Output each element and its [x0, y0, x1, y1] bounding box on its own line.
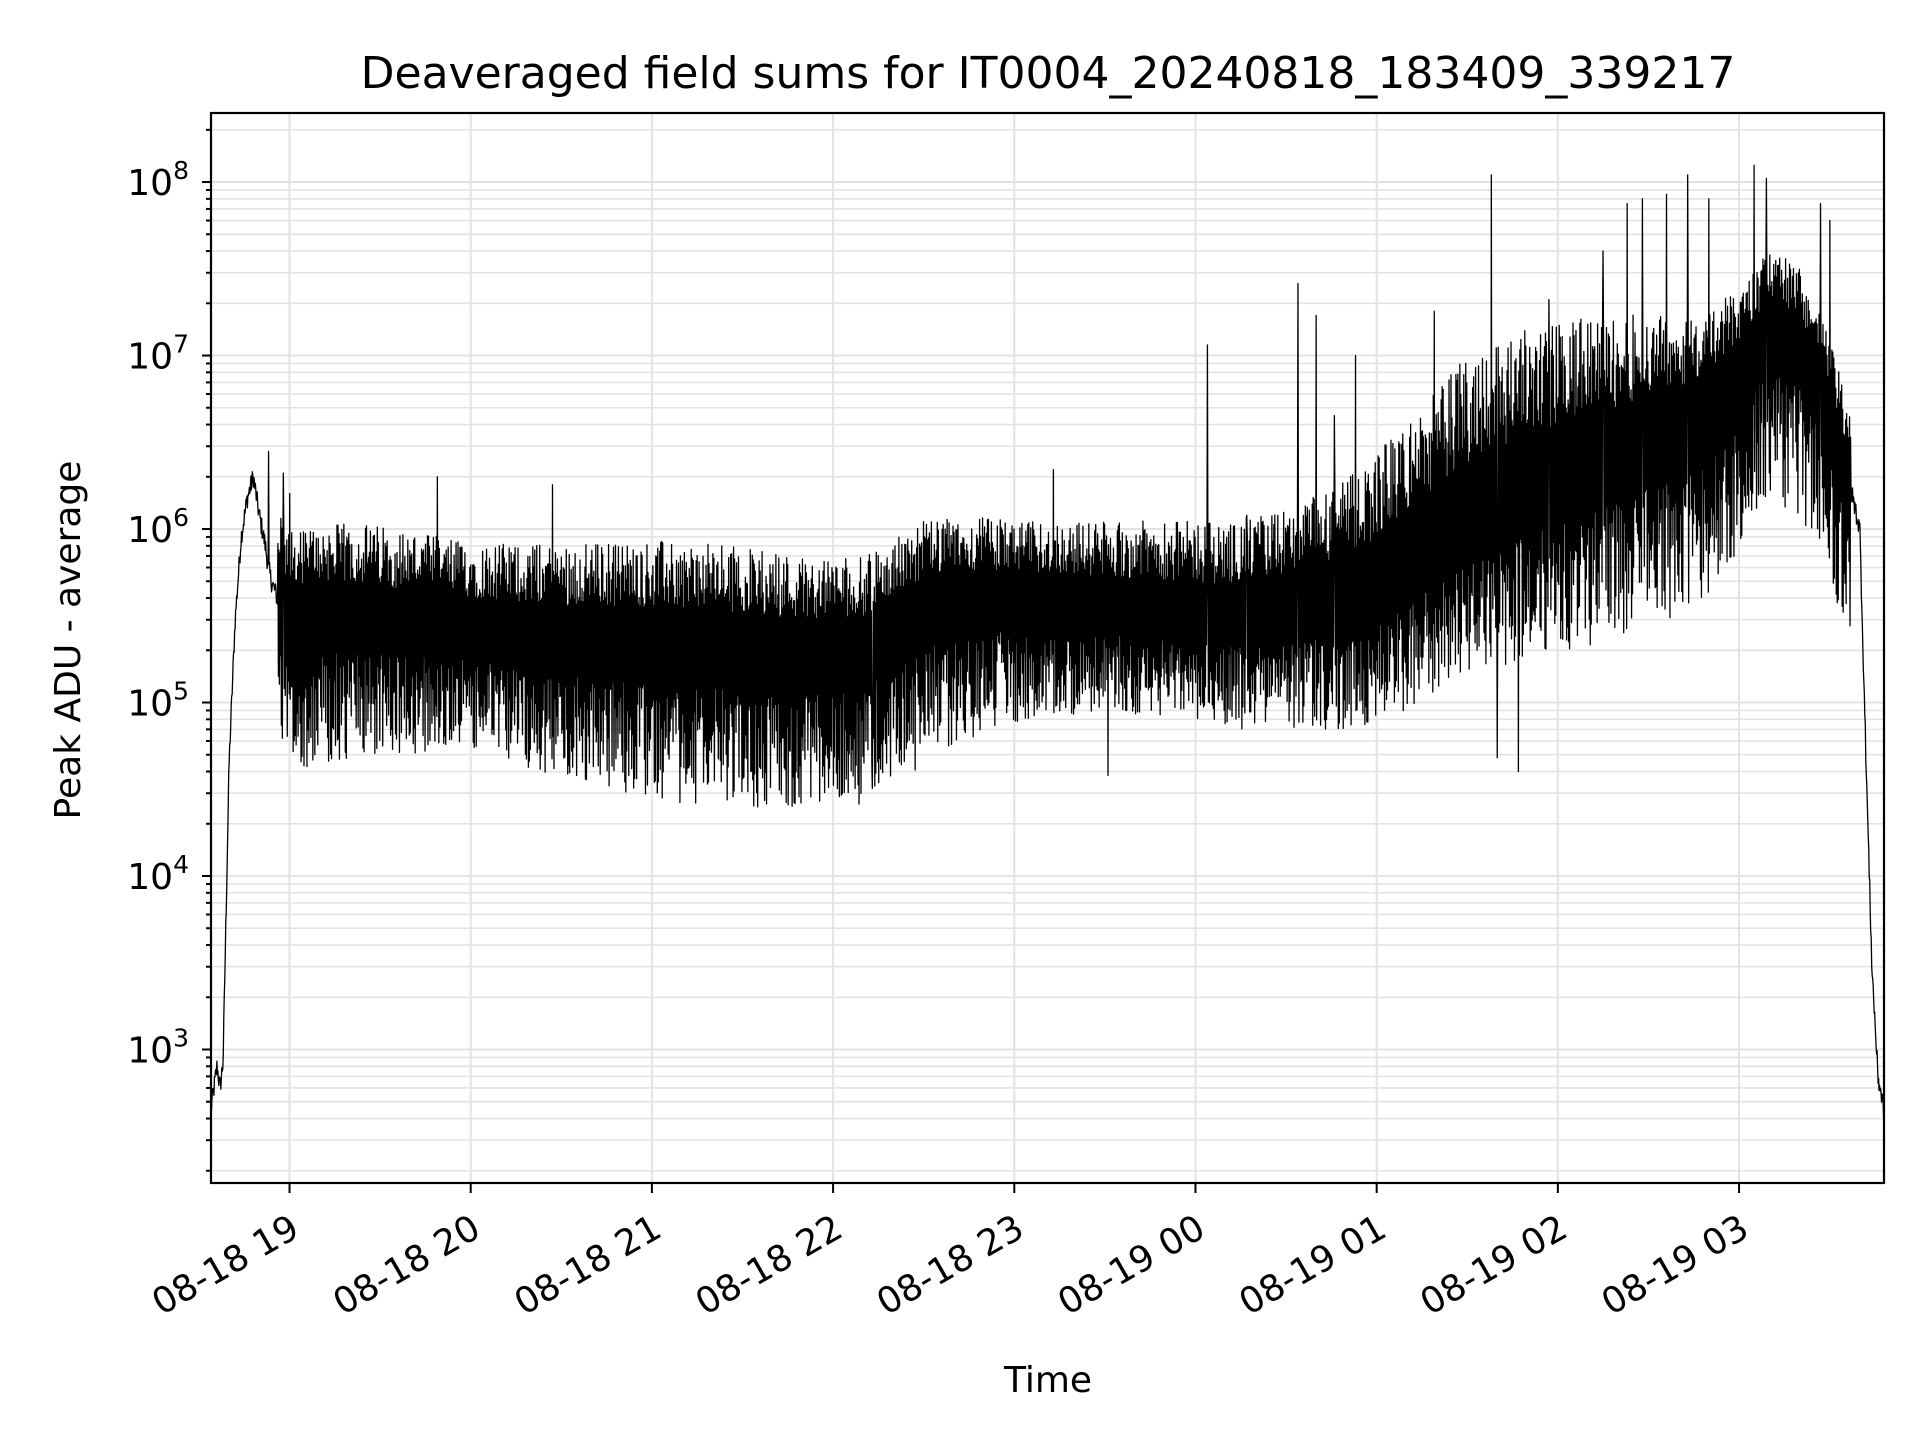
y-tick-label: 104: [127, 850, 189, 898]
plot-frame: [209, 111, 1886, 1185]
y-tick-label: 108: [127, 156, 189, 204]
x-axis-label: Time: [1003, 1360, 1092, 1401]
x-tick-label: 08-18 21: [508, 1207, 669, 1323]
y-tick-label: 107: [127, 330, 189, 378]
y-axis-label: Peak ADU - average: [48, 461, 89, 820]
series-line: [210, 164, 1885, 1118]
y-tick-label: 103: [127, 1023, 189, 1071]
x-tick-label: 08-19 01: [1232, 1207, 1393, 1323]
x-tick-label: 08-18 23: [870, 1207, 1031, 1323]
x-tick-label: 08-18 22: [689, 1207, 850, 1323]
x-tick-label: 08-19 00: [1051, 1207, 1212, 1323]
y-tick-label: 105: [127, 677, 189, 725]
x-tick-label: 08-18 20: [327, 1207, 488, 1323]
x-tick-label: 08-19 03: [1595, 1207, 1756, 1323]
x-tick-label: 08-18 19: [145, 1207, 306, 1323]
series-layer: [210, 164, 1885, 1118]
chart-title: Deaveraged field sums for IT0004_2024081…: [361, 48, 1736, 99]
x-tick-label: 08-19 02: [1414, 1207, 1575, 1323]
y-tick-label: 106: [127, 503, 189, 551]
